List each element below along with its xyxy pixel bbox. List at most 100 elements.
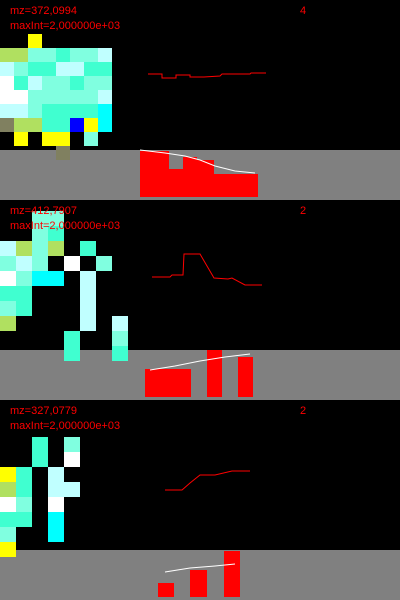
heatmap-cell bbox=[32, 452, 48, 467]
heatmap-cell bbox=[0, 482, 16, 497]
heatmap-cell bbox=[70, 118, 84, 132]
heatmap-cell bbox=[0, 497, 16, 512]
heatmap-cell bbox=[0, 286, 16, 301]
intensity-bar bbox=[183, 157, 197, 197]
heatmap-cell bbox=[28, 62, 42, 76]
trend-line bbox=[139, 149, 256, 174]
panel-2-graphics bbox=[0, 211, 400, 400]
heatmap-cell bbox=[16, 271, 32, 286]
heatmap-cell bbox=[84, 62, 98, 76]
trend-line bbox=[149, 353, 251, 371]
intensity-strip bbox=[0, 350, 400, 400]
heatmap-cell bbox=[56, 76, 70, 90]
intensity-bar bbox=[140, 151, 169, 197]
heatmap-cell bbox=[42, 76, 56, 90]
heatmap-cell bbox=[14, 118, 28, 132]
intensity-bar bbox=[214, 174, 258, 197]
heatmap-cell bbox=[28, 34, 42, 48]
heatmap-cell bbox=[16, 497, 32, 512]
heatmap-cell bbox=[32, 241, 48, 256]
heatmap-cell bbox=[16, 256, 32, 271]
heatmap-cell bbox=[56, 146, 70, 160]
heatmap-cell bbox=[70, 76, 84, 90]
heatmap-cell bbox=[48, 512, 64, 527]
heatmap-cell bbox=[0, 316, 16, 331]
heatmap-cell bbox=[84, 132, 98, 146]
heatmap-cell bbox=[70, 62, 84, 76]
heatmap-cell bbox=[64, 482, 80, 497]
heatmap-cell bbox=[48, 527, 64, 542]
heatmap-cell bbox=[70, 104, 84, 118]
heatmap-cell bbox=[48, 271, 64, 286]
panel-1-graphics bbox=[0, 34, 400, 200]
spectrum-panel-1: mz=372,0994 maxInt=2,000000e+03 4 bbox=[0, 0, 400, 200]
heatmap-cell bbox=[56, 104, 70, 118]
heatmap-cell bbox=[16, 286, 32, 301]
heatmap-cell bbox=[80, 241, 96, 256]
heatmap-cell bbox=[28, 118, 42, 132]
heatmap-cell bbox=[42, 118, 56, 132]
heatmap-cell bbox=[32, 226, 48, 241]
heatmap-cell bbox=[14, 62, 28, 76]
heatmap-cell bbox=[14, 76, 28, 90]
heatmap-cell bbox=[98, 118, 112, 132]
heatmap-cell bbox=[64, 452, 80, 467]
heatmap-cell bbox=[16, 301, 32, 316]
heatmap-cell bbox=[98, 104, 112, 118]
heatmap-cell bbox=[16, 241, 32, 256]
heatmap-cell bbox=[64, 437, 80, 452]
heatmap-cell bbox=[32, 271, 48, 286]
heatmap-cell bbox=[84, 118, 98, 132]
intensity-bar bbox=[145, 369, 191, 397]
heatmap-cell bbox=[64, 331, 80, 346]
heatmap-cell bbox=[0, 104, 14, 118]
heatmap-cell bbox=[48, 482, 64, 497]
spectrum-panel-2: mz=412,7907 maxInt=2,000000e+03 2 bbox=[0, 200, 400, 400]
heatmap-cell bbox=[64, 346, 80, 361]
heatmap-cell bbox=[112, 346, 128, 361]
heatmap-cell bbox=[112, 331, 128, 346]
heatmap-cell bbox=[28, 76, 42, 90]
heatmap-cell bbox=[16, 467, 32, 482]
heatmap-cell bbox=[80, 301, 96, 316]
heatmap-cell bbox=[0, 76, 14, 90]
profile-line bbox=[152, 253, 262, 286]
heatmap-cell bbox=[56, 118, 70, 132]
heatmap-cell bbox=[48, 467, 64, 482]
heatmap-cell bbox=[98, 48, 112, 62]
heatmap-cell bbox=[70, 48, 84, 62]
heatmap-cell bbox=[0, 512, 16, 527]
heatmap-cell bbox=[56, 90, 70, 104]
heatmap-cell bbox=[0, 48, 14, 62]
heatmap-cell bbox=[14, 104, 28, 118]
heatmap-cell bbox=[32, 211, 48, 226]
heatmap-cell bbox=[64, 256, 80, 271]
heatmap-cell bbox=[96, 256, 112, 271]
count-label: 2 bbox=[300, 405, 307, 417]
heatmap-cell bbox=[42, 104, 56, 118]
intensity-bar bbox=[197, 160, 214, 197]
heatmap-cell bbox=[80, 271, 96, 286]
heatmap-cell bbox=[28, 90, 42, 104]
heatmap-cell bbox=[42, 132, 56, 146]
heatmap-cell bbox=[0, 271, 16, 286]
heatmap-cell bbox=[84, 90, 98, 104]
heatmap-cell bbox=[84, 76, 98, 90]
count-label: 4 bbox=[300, 5, 307, 17]
intensity-bar bbox=[169, 169, 183, 197]
heatmap-cell bbox=[0, 301, 16, 316]
mz-label: mz=372,0994 bbox=[10, 5, 77, 17]
heatmap-cell bbox=[42, 62, 56, 76]
intensity-bar bbox=[190, 570, 207, 597]
heatmap-cell bbox=[0, 118, 14, 132]
spectrum-panel-3: mz=327,0779 maxInt=2,000000e+03 2 bbox=[0, 400, 400, 600]
count-label: 2 bbox=[300, 205, 307, 217]
heatmap-cell bbox=[98, 90, 112, 104]
heatmap-cell bbox=[16, 512, 32, 527]
maxint-label: maxInt=2,000000e+03 bbox=[10, 420, 121, 432]
heatmap-cell bbox=[42, 90, 56, 104]
maxint-label: maxInt=2,000000e+03 bbox=[10, 220, 121, 232]
maxint-label: maxInt=2,000000e+03 bbox=[10, 20, 121, 32]
heatmap-cell bbox=[32, 256, 48, 271]
mz-label: mz=327,0779 bbox=[10, 405, 77, 417]
